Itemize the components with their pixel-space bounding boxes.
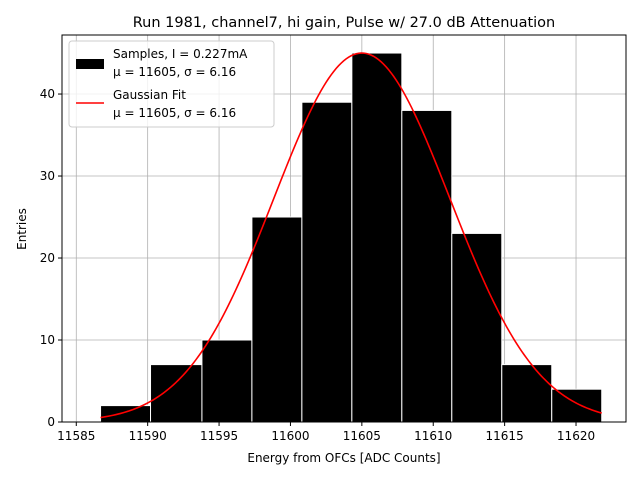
tick-labels: 11585 11590 11595 11600 11605 11610 11615 11620… <box>40 87 595 443</box>
legend-histogram-stats: μ = 11605, σ = 6.16 <box>113 65 236 79</box>
axes <box>58 34 627 426</box>
legend-frame <box>68 40 275 128</box>
histogram-bar <box>251 216 303 423</box>
x-tick-label: 11610 <box>414 429 452 443</box>
histogram-bar <box>501 364 553 423</box>
y-tick-label: 10 <box>40 333 55 347</box>
x-tick-label: 11605 <box>343 429 381 443</box>
histogram-bar <box>351 52 403 423</box>
y-tick-label: 0 <box>47 415 55 429</box>
histogram-bar <box>100 405 152 423</box>
y-tick-label: 40 <box>40 87 55 101</box>
histogram-bar <box>301 101 353 423</box>
histogram-bar <box>150 364 203 423</box>
axes-frame <box>61 34 627 423</box>
y-tick-label: 20 <box>40 251 55 265</box>
legend: Samples, I = 0.227mA μ = 11605, σ = 6.16… <box>68 40 275 128</box>
x-axis-label: Energy from OFCs [ADC Counts] <box>247 451 440 465</box>
gaussian-fit <box>100 52 602 419</box>
legend-fit-label: Gaussian Fit <box>113 88 186 102</box>
histogram-bar <box>551 388 603 423</box>
histogram-bars <box>100 52 603 423</box>
legend-histogram-swatch <box>76 59 104 69</box>
y-tick-label: 30 <box>40 169 55 183</box>
chart-title: Run 1981, channel7, hi gain, Pulse w/ 27… <box>133 15 556 31</box>
x-tick-label: 11595 <box>200 429 238 443</box>
gaussian-fit-curve <box>100 52 602 419</box>
x-tick-label: 11600 <box>271 429 309 443</box>
legend-histogram-label: Samples, I = 0.227mA <box>113 47 248 61</box>
y-axis-label: Entries <box>15 208 29 250</box>
histogram-bar <box>201 339 253 423</box>
histogram-bar <box>451 232 503 423</box>
x-tick-label: 11585 <box>57 429 95 443</box>
x-tick-label: 11620 <box>557 429 595 443</box>
legend-fit-stats: μ = 11605, σ = 6.16 <box>113 106 236 120</box>
histogram-bar <box>401 109 453 423</box>
x-tick-label: 11590 <box>129 429 167 443</box>
x-tick-label: 11615 <box>486 429 524 443</box>
